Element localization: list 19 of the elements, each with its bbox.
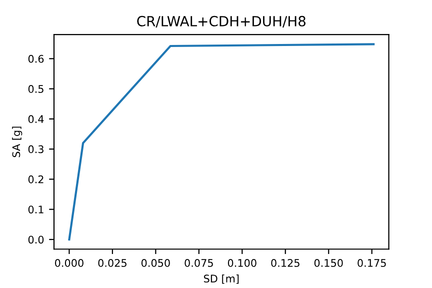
y-tick-label: 0.2 bbox=[28, 175, 44, 184]
y-tick-label: 0.3 bbox=[28, 145, 44, 154]
y-tick-label: 0.0 bbox=[28, 236, 44, 244]
y-tick-label: 0.5 bbox=[28, 85, 44, 93]
chart-title: CR/LWAL+CDH+DUH/H8 bbox=[137, 16, 306, 28]
x-tick-label: 0.000 bbox=[54, 259, 84, 267]
x-tick-label: 0.150 bbox=[314, 259, 343, 267]
x-tick-label: 0.050 bbox=[141, 259, 170, 267]
y-tick-label: 0.6 bbox=[28, 54, 44, 63]
x-tick-label: 0.125 bbox=[271, 259, 300, 267]
x-tick-label: 0.075 bbox=[184, 259, 213, 267]
x-tick-label: 0.175 bbox=[358, 259, 386, 267]
x-tick-label: 0.100 bbox=[228, 259, 256, 267]
y-tick-label: 0.4 bbox=[28, 115, 44, 124]
x-axis-title: SD [m] bbox=[204, 274, 239, 284]
x-tick-label: 0.025 bbox=[98, 259, 126, 267]
y-axis-title: SA [g] bbox=[12, 126, 22, 158]
y-tick-label: 0.1 bbox=[28, 206, 44, 214]
line-series bbox=[68, 43, 375, 241]
